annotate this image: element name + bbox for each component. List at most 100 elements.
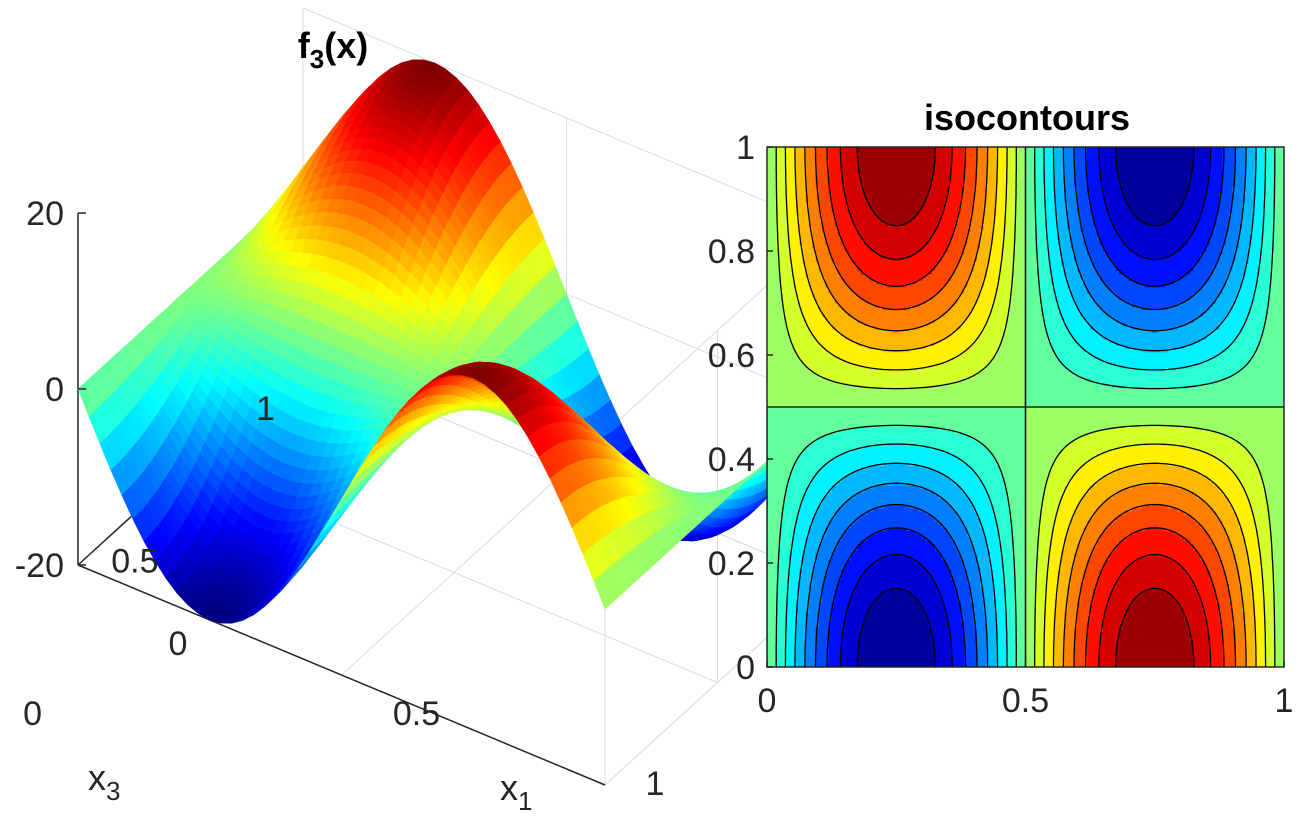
contour-cell — [812, 208, 817, 213]
contour-cell — [796, 387, 800, 392]
contour-cell — [815, 572, 820, 577]
contour-cell — [796, 423, 800, 428]
contour-cell — [792, 355, 797, 359]
contour-cell — [776, 345, 781, 350]
contour-cell — [767, 608, 771, 613]
contour-cell — [809, 569, 813, 574]
contour-cell — [773, 371, 778, 376]
contour-cell — [802, 462, 807, 467]
contour-cell — [779, 657, 784, 662]
contour-cell — [770, 335, 775, 340]
contour-cell — [776, 267, 781, 272]
contour-cell — [770, 368, 775, 372]
contour-cell — [776, 644, 781, 649]
contour-cell — [786, 186, 791, 190]
contour-cell — [789, 332, 794, 337]
contour-cell — [792, 501, 797, 506]
contour-cell — [805, 316, 810, 320]
contour-cell — [779, 351, 784, 356]
contour-cell — [812, 615, 817, 619]
contour-cell — [776, 410, 781, 415]
contour-cell — [767, 517, 771, 522]
contour-cell — [818, 569, 823, 574]
contour-cell — [783, 618, 787, 623]
contour-cell — [773, 611, 778, 616]
contour-cell — [799, 394, 804, 398]
contour-cell — [786, 608, 791, 613]
contour-cell — [767, 231, 771, 236]
contour-cell — [776, 303, 781, 307]
contour-cell — [767, 290, 771, 294]
contour-cell — [773, 189, 778, 194]
contour-cell — [799, 660, 804, 665]
contour-cell — [812, 410, 817, 415]
contour-cell — [776, 296, 781, 301]
contour-cell — [796, 273, 800, 278]
contour-cell — [776, 576, 781, 580]
contour-cell — [767, 277, 771, 281]
contour-cell — [773, 296, 778, 301]
contour-cell — [809, 514, 813, 519]
contour-cell — [776, 283, 781, 288]
contour-cell — [789, 605, 794, 610]
contour-cell — [773, 241, 778, 246]
contour-cell — [818, 537, 823, 541]
contour-cell — [796, 260, 800, 265]
contour-cell — [802, 215, 807, 220]
contour-cell — [767, 377, 771, 382]
contour-cell — [809, 423, 813, 428]
contour-cell — [773, 654, 778, 658]
contour-cell — [789, 520, 794, 525]
contour-cell — [799, 377, 804, 382]
contour-cell — [773, 520, 778, 525]
contour-cell — [773, 546, 778, 551]
contour-cell — [779, 147, 784, 151]
contour-cell — [770, 150, 775, 155]
contour-cell — [809, 585, 813, 590]
contour-cell — [809, 303, 813, 307]
contour-cell — [776, 160, 781, 164]
contour-cell — [818, 585, 823, 590]
contour-cell — [770, 498, 775, 502]
contour-cell — [799, 173, 804, 177]
contour-cell — [815, 355, 820, 359]
contour-cell — [812, 462, 817, 467]
contour-cell — [783, 429, 787, 434]
contour-cell — [805, 179, 810, 184]
contour-cell — [815, 634, 820, 639]
contour-cell — [809, 173, 813, 177]
contour-cell — [776, 290, 781, 294]
contour-cell — [818, 400, 823, 405]
contour-cell — [818, 491, 823, 496]
contour-cell — [818, 465, 823, 470]
contour-cell — [799, 280, 804, 285]
contour-cell — [783, 628, 787, 632]
contour-cell — [789, 150, 794, 155]
contour-cell — [809, 160, 813, 164]
contour-cell — [812, 540, 817, 545]
contour-cell — [815, 342, 820, 346]
contour-cell — [773, 455, 778, 460]
contour-cell — [799, 537, 804, 541]
contour-cell — [796, 179, 800, 184]
contour-cell — [802, 602, 807, 606]
contour-cell — [789, 351, 794, 356]
contour-cell — [779, 550, 784, 554]
contour-cell — [783, 342, 787, 346]
z-tick-label: -20 — [15, 547, 64, 585]
contour-cell — [799, 579, 804, 584]
contour-cell — [783, 329, 787, 333]
contour-cell — [792, 485, 797, 489]
contour-cell — [779, 254, 784, 259]
contour-cell — [818, 485, 823, 489]
contour-cell — [789, 592, 794, 597]
contour-cell — [770, 309, 775, 314]
contour-cell — [799, 199, 804, 203]
contour-cell — [802, 563, 807, 567]
contour-cell — [776, 533, 781, 538]
contour-cell — [776, 394, 781, 398]
contour-cell — [809, 338, 813, 343]
contour-cell — [812, 361, 817, 366]
contour-cell — [767, 335, 771, 340]
contour-cell — [770, 156, 775, 161]
